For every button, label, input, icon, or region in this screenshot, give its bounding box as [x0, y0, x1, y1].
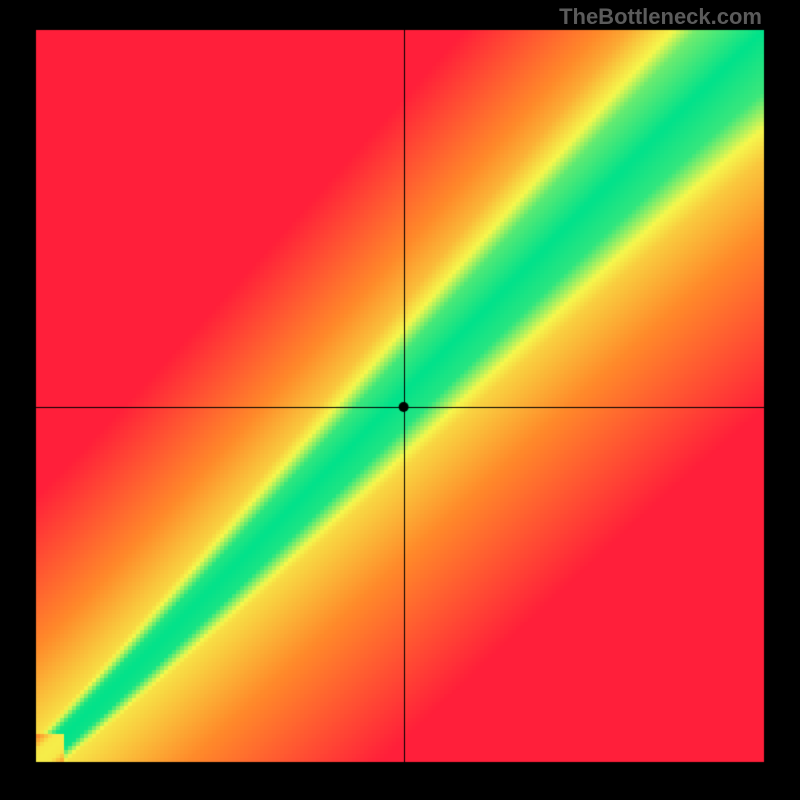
bottleneck-heatmap: [0, 0, 800, 800]
watermark-text: TheBottleneck.com: [559, 4, 762, 30]
chart-container: { "watermark": { "text": "TheBottleneck.…: [0, 0, 800, 800]
